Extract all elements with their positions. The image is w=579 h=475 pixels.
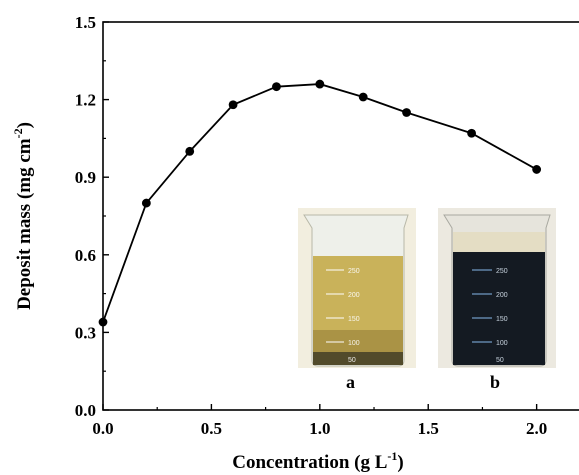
- data-point: [272, 82, 281, 92]
- data-point: [467, 128, 476, 138]
- x-axis-title-superscript: -1: [387, 449, 397, 463]
- x-axis-title: Concentration (g L-1): [232, 449, 403, 473]
- data-point: [98, 317, 108, 327]
- beaker-b-scale-50: 50: [496, 357, 504, 364]
- data-point: [532, 165, 542, 174]
- data-point: [228, 100, 238, 110]
- data-point: [185, 146, 195, 156]
- beaker-b-scale-200: 200: [496, 292, 508, 299]
- data-series: [98, 79, 542, 327]
- series-line: [102, 83, 538, 323]
- beaker-b-scale-150: 150: [496, 316, 508, 323]
- beaker-a-scale-250: 250: [348, 268, 360, 275]
- data-point: [315, 79, 325, 89]
- data-point: [402, 108, 411, 117]
- beaker-a-scale-100: 100: [348, 340, 360, 347]
- beaker-b-scale-100: 100: [496, 340, 508, 347]
- x-tick-label: 1.5: [418, 419, 439, 438]
- x-tick-label: 2.0: [526, 419, 547, 438]
- photo-label-b: b: [490, 372, 500, 392]
- y-tick-label: 0.9: [75, 168, 96, 187]
- beaker-b-liquid: [453, 252, 545, 365]
- y-tick-label: 0.3: [75, 323, 96, 342]
- photo-label-a: a: [346, 372, 355, 392]
- y-tick-label: 0.0: [75, 401, 96, 420]
- x-tick-label: 1.0: [309, 419, 330, 438]
- y-axis-ticks: 0.0 0.3 0.6 0.9 1.2 1.5: [75, 13, 109, 420]
- x-tick-label: 0.5: [201, 419, 222, 438]
- data-point: [358, 92, 368, 102]
- x-tick-label: 0.0: [92, 419, 113, 438]
- y-tick-label: 0.6: [75, 246, 96, 265]
- y-axis-title-superscript: -2: [11, 128, 25, 138]
- y-tick-label: 1.5: [75, 13, 96, 32]
- beaker-a-scale-50: 50: [348, 357, 356, 364]
- y-tick-label: 1.2: [75, 91, 96, 110]
- beaker-b-photo: 250 200 150 100 50 b: [438, 208, 556, 392]
- beaker-a-scale-200: 200: [348, 292, 360, 299]
- beaker-photos: 250 200 150 100 50 a 250 200 1: [298, 208, 556, 392]
- beaker-a-scale-150: 150: [348, 316, 360, 323]
- beaker-b-scale-250: 250: [496, 268, 508, 275]
- y-axis-title: Deposit mass (mg cm-2): [11, 122, 35, 310]
- data-point: [141, 198, 151, 208]
- beaker-a-photo: 250 200 150 100 50 a: [298, 208, 416, 392]
- x-axis-ticks: 0.0 0.5 1.0 1.5 2.0: [92, 404, 547, 438]
